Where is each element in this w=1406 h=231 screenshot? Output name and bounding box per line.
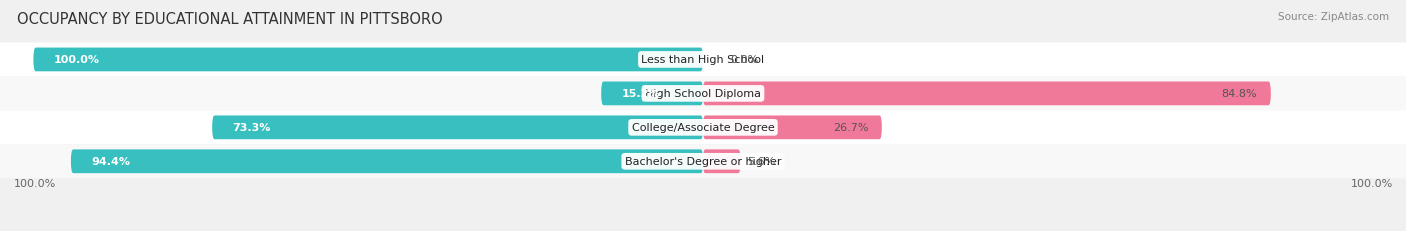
Text: 100.0%: 100.0% bbox=[14, 179, 56, 188]
Text: 94.4%: 94.4% bbox=[91, 157, 131, 167]
FancyBboxPatch shape bbox=[602, 82, 703, 106]
Text: 100.0%: 100.0% bbox=[53, 55, 100, 65]
Text: OCCUPANCY BY EDUCATIONAL ATTAINMENT IN PITTSBORO: OCCUPANCY BY EDUCATIONAL ATTAINMENT IN P… bbox=[17, 12, 443, 27]
Text: 84.8%: 84.8% bbox=[1222, 89, 1257, 99]
FancyBboxPatch shape bbox=[0, 145, 1406, 179]
Text: Bachelor's Degree or higher: Bachelor's Degree or higher bbox=[624, 157, 782, 167]
Text: 5.6%: 5.6% bbox=[747, 157, 776, 167]
Text: High School Diploma: High School Diploma bbox=[645, 89, 761, 99]
Text: College/Associate Degree: College/Associate Degree bbox=[631, 123, 775, 133]
Text: Less than High School: Less than High School bbox=[641, 55, 765, 65]
FancyBboxPatch shape bbox=[0, 43, 1406, 77]
Text: 100.0%: 100.0% bbox=[1350, 179, 1392, 188]
FancyBboxPatch shape bbox=[70, 150, 703, 173]
FancyBboxPatch shape bbox=[703, 116, 882, 140]
Text: 73.3%: 73.3% bbox=[232, 123, 271, 133]
Text: 15.2%: 15.2% bbox=[621, 89, 659, 99]
FancyBboxPatch shape bbox=[34, 48, 703, 72]
FancyBboxPatch shape bbox=[703, 150, 741, 173]
FancyBboxPatch shape bbox=[212, 116, 703, 140]
FancyBboxPatch shape bbox=[0, 77, 1406, 111]
Text: Source: ZipAtlas.com: Source: ZipAtlas.com bbox=[1278, 12, 1389, 21]
Text: 0.0%: 0.0% bbox=[730, 55, 758, 65]
Text: 26.7%: 26.7% bbox=[832, 123, 869, 133]
FancyBboxPatch shape bbox=[703, 82, 1271, 106]
FancyBboxPatch shape bbox=[0, 111, 1406, 145]
